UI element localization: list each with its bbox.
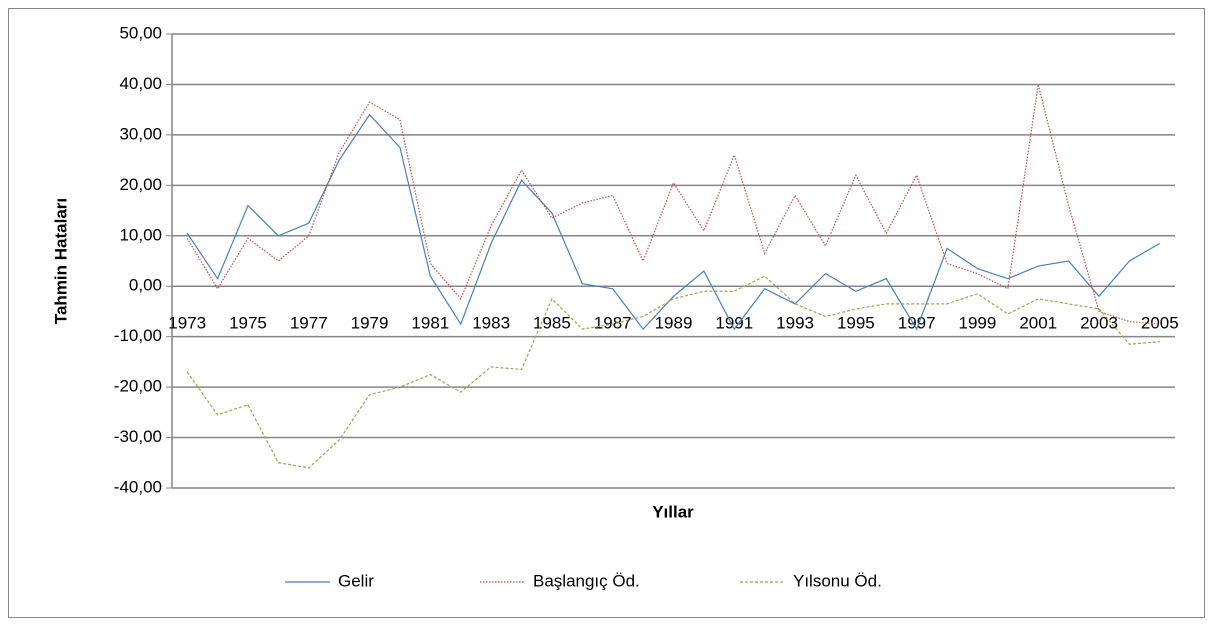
x-tick-label: 1997 <box>898 314 936 333</box>
x-tick-label: 1973 <box>168 314 206 333</box>
x-tick-label: 2001 <box>1019 314 1057 333</box>
y-tick-label: 40,00 <box>119 74 162 93</box>
y-tick-label: -40,00 <box>114 477 162 496</box>
y-tick-label: -10,00 <box>114 326 162 345</box>
x-tick-label: 1989 <box>655 314 693 333</box>
series-line <box>186 275 1160 469</box>
chart-frame <box>8 8 1205 618</box>
x-tick-label: 1975 <box>229 314 267 333</box>
legend-label: Yılsonu Öd. <box>793 571 882 590</box>
x-tick-label: 1977 <box>290 314 328 333</box>
x-tick-label: 1987 <box>594 314 632 333</box>
x-tick-label: 1981 <box>411 314 449 333</box>
x-tick-label: 1991 <box>715 314 753 333</box>
series-line <box>186 84 1160 325</box>
legend-label: Başlangıç Öd. <box>533 571 640 590</box>
y-tick-label: 10,00 <box>119 225 162 244</box>
x-tick-label: 1979 <box>351 314 389 333</box>
y-tick-label: 0,00 <box>129 276 162 295</box>
y-axis-title: Tahmin Hataları <box>51 198 70 324</box>
x-tick-label: 1983 <box>472 314 510 333</box>
y-tick-label: 30,00 <box>119 124 162 143</box>
y-tick-label: 50,00 <box>119 23 162 42</box>
y-tick-label: -30,00 <box>114 427 162 446</box>
x-tick-label: 1995 <box>837 314 875 333</box>
x-tick-label: 1985 <box>533 314 571 333</box>
y-tick-label: -20,00 <box>114 377 162 396</box>
x-axis-title: Yıllar <box>652 502 694 521</box>
x-tick-label: 2005 <box>1141 314 1179 333</box>
series-line <box>186 113 1161 331</box>
legend-label: Gelir <box>338 571 374 590</box>
y-tick-label: 20,00 <box>119 175 162 194</box>
x-tick-label: 1999 <box>959 314 997 333</box>
x-tick-label: 2003 <box>1080 314 1118 333</box>
x-tick-label: 1993 <box>776 314 814 333</box>
